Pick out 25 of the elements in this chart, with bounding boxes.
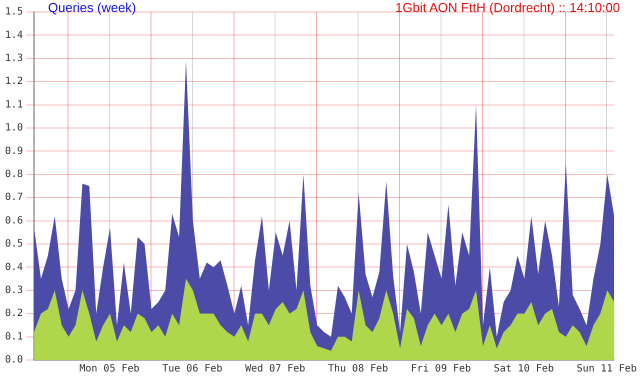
chart-title: Queries (week) xyxy=(48,0,136,15)
y-tick-label: 0.8 xyxy=(5,168,24,180)
y-tick-label: 0.2 xyxy=(5,308,24,320)
y-tick-label: 1.1 xyxy=(5,99,24,110)
x-tick-label: Thu 08 Feb xyxy=(328,364,388,375)
y-tick-label: 1.0 xyxy=(5,122,24,134)
x-tick-label: Sat 10 Feb xyxy=(494,364,554,375)
y-tick-label: 0.1 xyxy=(5,331,24,342)
y-tick-label: 0.9 xyxy=(5,146,24,157)
y-tick-label: 0.7 xyxy=(5,192,24,204)
x-tick-label: Wed 07 Feb xyxy=(245,364,306,375)
y-tick-label: 0.6 xyxy=(5,215,24,226)
x-tick-label: Fri 09 Feb xyxy=(410,364,472,375)
x-tick-label: Sun 11 Feb xyxy=(576,364,637,375)
y-tick-label: 1.5 xyxy=(5,6,24,18)
y-tick-label: 0.4 xyxy=(5,262,24,273)
chart-subtitle: 1Gbit AON FttH (Dordrecht) :: 14:10:00 xyxy=(395,0,620,15)
y-tick-label: 1.4 xyxy=(5,30,24,41)
y-tick-label: 1.2 xyxy=(5,76,24,88)
y-tick-label: 0.3 xyxy=(5,284,24,296)
y-tick-label: 0.0 xyxy=(5,354,24,366)
x-tick-label: Tue 06 Feb xyxy=(162,364,222,375)
y-tick-label: 0.5 xyxy=(5,238,24,250)
x-tick-label: Mon 05 Feb xyxy=(79,364,140,375)
y-tick-label: 1.3 xyxy=(5,52,24,64)
